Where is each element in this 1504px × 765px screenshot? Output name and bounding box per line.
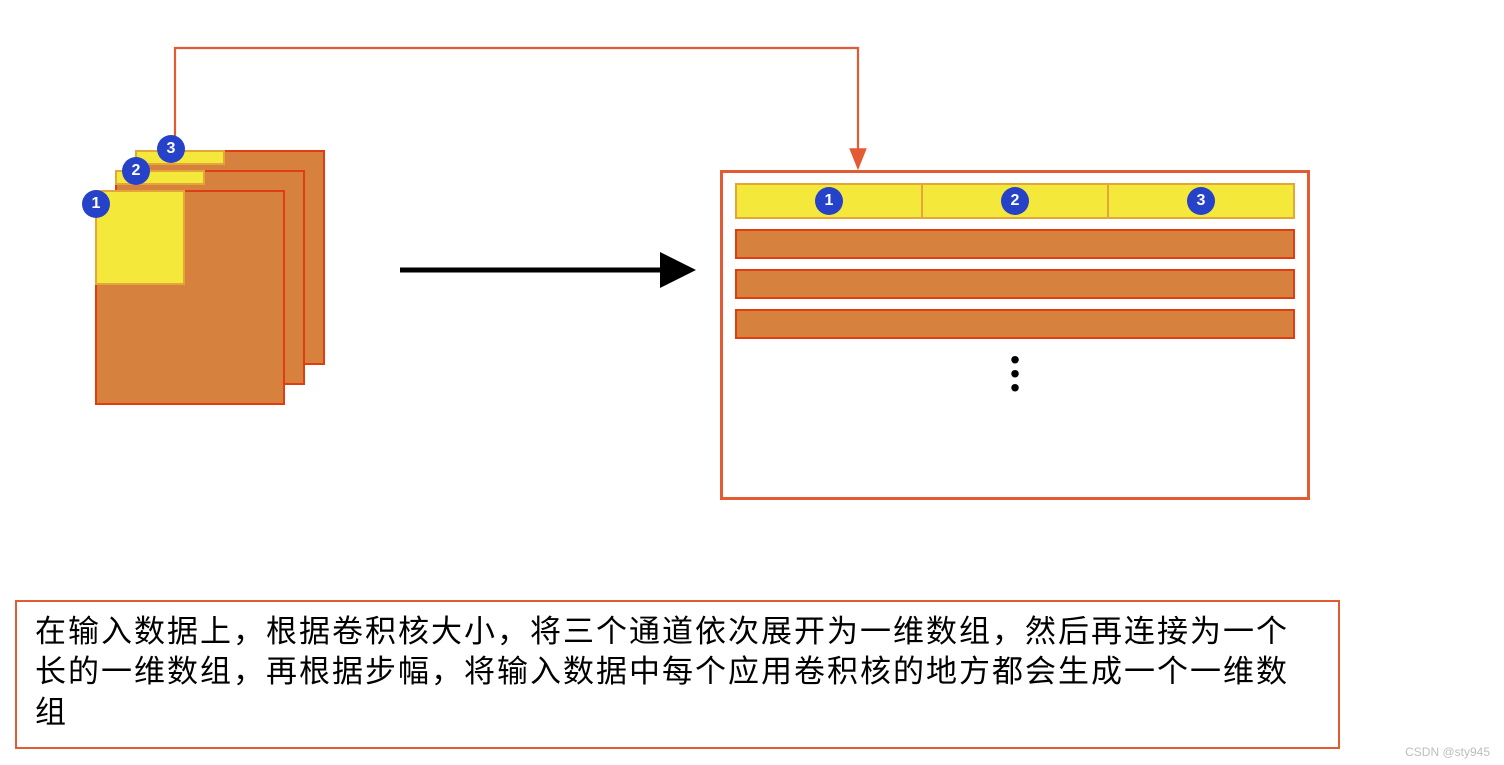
cell-badge: 2: [1001, 187, 1029, 215]
output-matrix: 1 2 3 •••: [720, 170, 1310, 500]
watermark: CSDN @sty945: [1405, 745, 1490, 759]
matrix-yellow-row: 1 2 3: [735, 183, 1295, 219]
matrix-output-row: [735, 229, 1295, 259]
caption-box: 在输入数据上，根据卷积核大小，将三个通道依次展开为一维数组，然后再连接为一个长的…: [15, 600, 1340, 749]
caption-text: 在输入数据上，根据卷积核大小，将三个通道依次展开为一维数组，然后再连接为一个长的…: [35, 614, 1289, 730]
matrix-channel-cell: 2: [923, 183, 1109, 219]
matrix-orange-rows: [735, 229, 1295, 339]
channel-badge: 1: [82, 190, 110, 218]
matrix-channel-cell: 3: [1109, 183, 1295, 219]
diagram-canvas: 321 123 ••• 在输入数据上，根据卷积核大小，将三个通道依次展开为一维数…: [0, 0, 1504, 765]
transform-arrow: [400, 247, 696, 293]
channel-badge: 3: [157, 135, 185, 163]
cell-badge: 1: [815, 187, 843, 215]
channel-badge: 2: [122, 157, 150, 185]
matrix-output-row: [735, 269, 1295, 299]
matrix-channel-cell: 1: [735, 183, 923, 219]
cell-badge: 3: [1187, 187, 1215, 215]
matrix-output-row: [735, 309, 1295, 339]
vertical-ellipsis: •••: [735, 349, 1295, 415]
